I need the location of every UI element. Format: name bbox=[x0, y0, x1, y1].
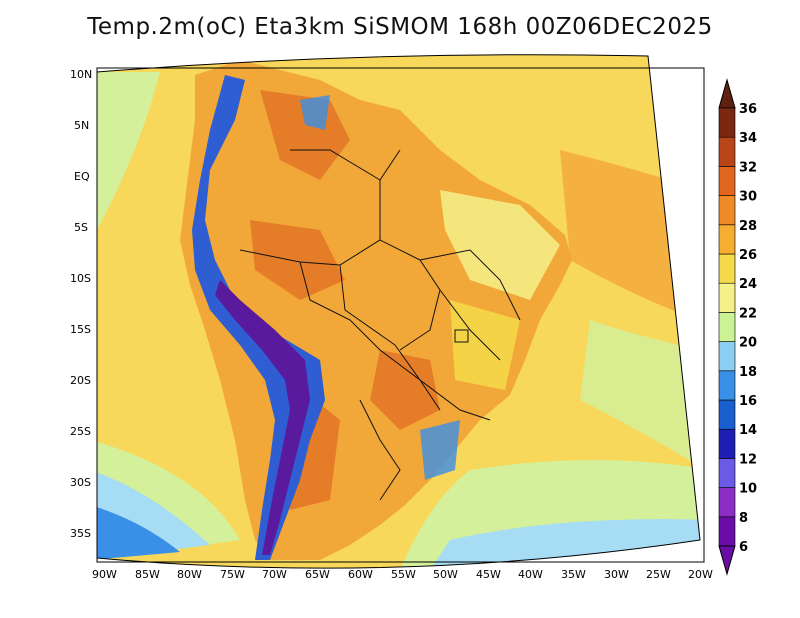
colorbar-label: 24 bbox=[739, 277, 757, 292]
colorbar-label: 32 bbox=[739, 160, 757, 175]
lon-label: 50W bbox=[433, 568, 458, 581]
land-cool-tepuis bbox=[300, 95, 330, 130]
latitude-axis: 10N 5N EQ 5S 10S 15S 20S 25S 30S 35S bbox=[70, 68, 92, 540]
lon-label: 85W bbox=[135, 568, 160, 581]
colorbar-label: 28 bbox=[739, 219, 757, 234]
colorbar-segment bbox=[718, 136, 736, 167]
colorbar-segment bbox=[718, 107, 736, 138]
lon-label: 60W bbox=[348, 568, 373, 581]
political-borders bbox=[239, 149, 521, 501]
lon-label: 90W bbox=[92, 568, 117, 581]
land-cool-south bbox=[420, 420, 460, 480]
colorbar-label: 16 bbox=[739, 394, 757, 409]
map-field bbox=[97, 54, 700, 569]
colorbar-high-arrow bbox=[718, 78, 736, 109]
plot-box bbox=[96, 67, 705, 563]
land-hot-amazon bbox=[250, 220, 345, 300]
lon-label: 55W bbox=[391, 568, 416, 581]
colorbar-label: 10 bbox=[739, 482, 757, 497]
colorbar-segment bbox=[718, 458, 736, 488]
colorbar: 6 8 10 12 14 16 18 20 22 24 26 28 30 32 34 36 bbox=[718, 78, 757, 576]
map-title: Temp.2m(oC) Eta3km SiSMOM 168h 00Z06DEC2… bbox=[87, 14, 713, 40]
lat-label: 15S bbox=[70, 323, 91, 336]
lon-label: 20W bbox=[688, 568, 713, 581]
colorbar-label: 36 bbox=[739, 102, 757, 117]
land-hot-southcentral bbox=[370, 350, 440, 430]
lon-label: 75W bbox=[220, 568, 245, 581]
colorbar-segment bbox=[718, 224, 736, 255]
lat-label: 5N bbox=[74, 119, 89, 132]
colorbar-segment bbox=[718, 370, 736, 401]
colorbar-label: 30 bbox=[739, 190, 757, 205]
colorbar-segment bbox=[718, 282, 736, 313]
colorbar-segment bbox=[718, 516, 736, 547]
colorbar-low-arrow bbox=[718, 545, 736, 576]
lat-label: 10S bbox=[70, 272, 91, 285]
colorbar-label: 34 bbox=[739, 131, 757, 146]
colorbar-segment bbox=[718, 312, 736, 342]
colorbar-segment bbox=[718, 487, 736, 518]
lat-label: 20S bbox=[70, 374, 91, 387]
colorbar-segment bbox=[718, 399, 736, 430]
lat-label: 10N bbox=[70, 68, 92, 81]
colorbar-segment bbox=[718, 428, 736, 459]
colorbar-segment bbox=[718, 341, 736, 372]
lon-label: 35W bbox=[561, 568, 586, 581]
colorbar-label: 22 bbox=[739, 306, 757, 321]
colorbar-label: 6 bbox=[739, 540, 748, 555]
andes-cold bbox=[215, 280, 310, 555]
colorbar-segment bbox=[718, 166, 736, 196]
map-frame bbox=[96, 54, 701, 569]
colorbar-label: 20 bbox=[739, 336, 757, 351]
colorbar-label: 12 bbox=[739, 452, 757, 467]
lon-label: 40W bbox=[518, 568, 543, 581]
colorbar-segment bbox=[718, 195, 736, 226]
cool-atlantic-east bbox=[580, 320, 700, 470]
colorbar-label: 18 bbox=[739, 365, 757, 380]
lat-label: EQ bbox=[74, 170, 90, 183]
colorbar-label: 8 bbox=[739, 511, 748, 526]
lat-label: 25S bbox=[70, 425, 91, 438]
cool-pacific-north bbox=[97, 72, 160, 230]
lon-label: 70W bbox=[262, 568, 287, 581]
lon-label: 65W bbox=[305, 568, 330, 581]
lat-label: 30S bbox=[70, 476, 91, 489]
colorbar-label: 14 bbox=[739, 423, 757, 438]
colder-ocean-sw bbox=[97, 505, 180, 560]
land-mild-northeast bbox=[440, 190, 560, 300]
colorbar-label: 26 bbox=[739, 248, 757, 263]
lon-label: 45W bbox=[476, 568, 501, 581]
lat-label: 5S bbox=[74, 221, 88, 234]
lat-label: 35S bbox=[70, 527, 91, 540]
lon-label: 25W bbox=[646, 568, 671, 581]
colorbar-segment bbox=[718, 253, 736, 284]
longitude-axis: 90W 85W 80W 75W 70W 65W 60W 55W 50W 45W … bbox=[92, 568, 713, 581]
lon-label: 80W bbox=[177, 568, 202, 581]
lon-label: 30W bbox=[604, 568, 629, 581]
